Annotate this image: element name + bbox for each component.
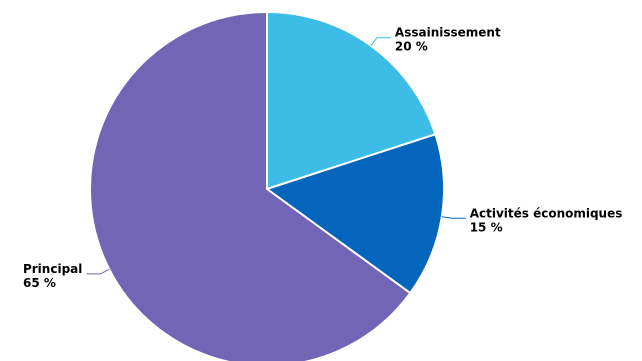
slice-label-activites-economiques: Activités économiques: [470, 206, 623, 220]
connector-activites-economiques: [441, 216, 466, 219]
slice-value-activites-economiques: 15 %: [470, 220, 503, 234]
pie-slice-assainissement: [266, 11, 437, 190]
connector-principal: [86, 268, 110, 275]
connector-assainissement: [370, 37, 391, 47]
slice-label-principal: Principal: [23, 262, 82, 276]
slice-value-assainissement: 20 %: [395, 40, 428, 54]
slice-value-principal: 65 %: [23, 276, 56, 290]
slice-label-assainissement: Assainissement: [395, 26, 501, 40]
pie-slices: [89, 11, 445, 361]
